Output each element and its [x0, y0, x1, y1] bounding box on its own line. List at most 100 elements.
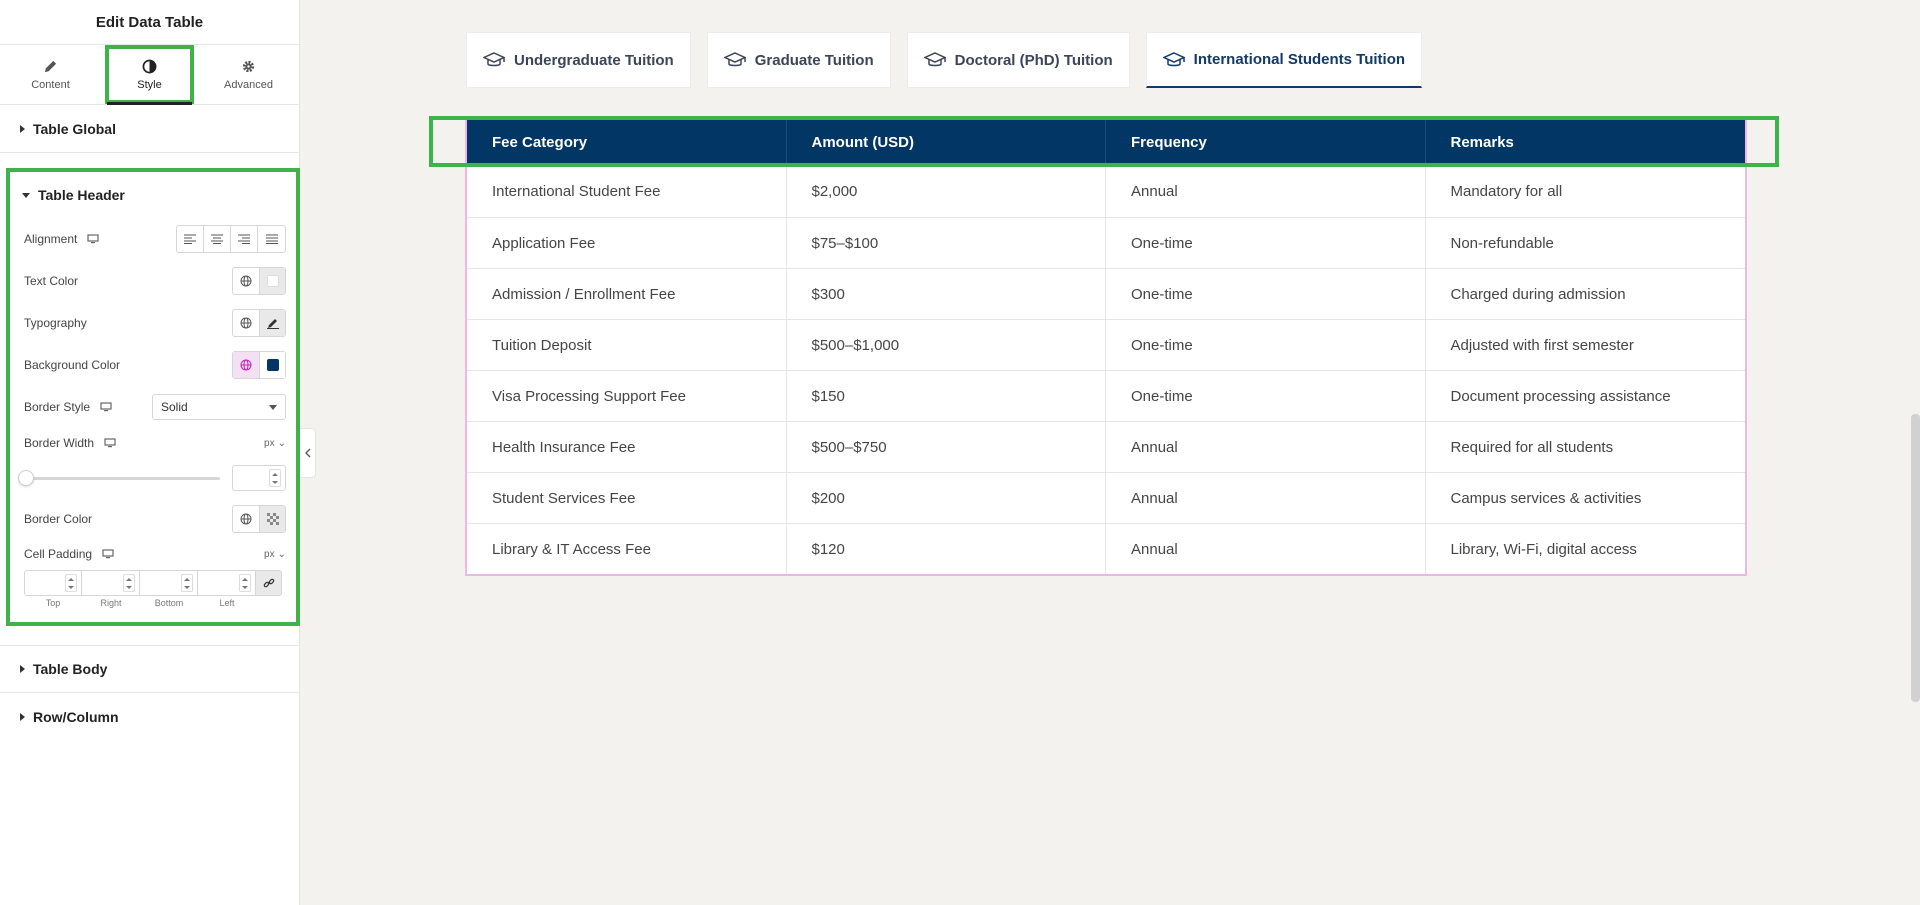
table-cell[interactable]: $500–$1,000	[787, 320, 1106, 370]
section-table-header[interactable]: Table Header	[10, 172, 296, 218]
table-cell[interactable]: $2,000	[787, 166, 1106, 217]
column-header[interactable]: Remarks	[1450, 133, 1514, 151]
table-cell[interactable]: Health Insurance Fee	[467, 422, 787, 472]
cell-padding-control: Cell Padding px ⌄	[10, 540, 296, 568]
align-justify-button[interactable]	[258, 226, 285, 252]
data-table[interactable]: Fee Category Amount (USD) Frequency Rema…	[465, 118, 1747, 576]
table-cell[interactable]: Visa Processing Support Fee	[467, 371, 787, 421]
table-row[interactable]: Application Fee $75–$100 One-time Non-refun…	[467, 217, 1745, 268]
column-header[interactable]: Amount (USD)	[787, 118, 1106, 166]
table-header-row[interactable]: Fee Category Amount (USD) Frequency Rema…	[467, 118, 1745, 166]
spinner-icon[interactable]	[239, 574, 251, 592]
border-color-picker[interactable]	[259, 506, 285, 532]
table-row[interactable]: Health Insurance Fee $500–$750 Annual Requi…	[467, 421, 1745, 472]
section-row-column[interactable]: Row/Column	[0, 693, 300, 741]
spinner-icon[interactable]	[65, 574, 77, 592]
table-cell[interactable]: $120	[787, 524, 1106, 574]
border-width-slider[interactable]	[18, 469, 220, 486]
table-cell[interactable]: One-time	[1106, 218, 1426, 268]
column-header[interactable]: Frequency	[1106, 118, 1426, 166]
section-table-body[interactable]: Table Body	[0, 645, 300, 693]
table-cell[interactable]: Tuition Deposit	[467, 320, 787, 370]
page-scrollbar[interactable]	[1911, 414, 1920, 702]
table-row[interactable]: Tuition Deposit $500–$1,000 One-time Adjust…	[467, 319, 1745, 370]
table-cell[interactable]: Student Services Fee	[467, 473, 787, 523]
table-cell[interactable]: International Student Fee	[467, 166, 787, 217]
table-cell[interactable]: Mandatory for all	[1450, 183, 1563, 200]
table-row[interactable]: Visa Processing Support Fee $150 One-time D…	[467, 370, 1745, 421]
table-cell[interactable]: Document processing assistance	[1450, 387, 1671, 405]
tab-style[interactable]: Style	[105, 45, 194, 105]
spinner-icon[interactable]	[181, 574, 193, 592]
transparent-pattern-icon	[266, 513, 279, 525]
table-cell[interactable]: Library & IT Access Fee	[467, 524, 787, 574]
cell-padding-unit-select[interactable]: px ⌄	[264, 549, 286, 560]
table-row[interactable]: Admission / Enrollment Fee $300 One-time Ch…	[467, 268, 1745, 319]
section-table-global[interactable]: Table Global	[0, 105, 299, 153]
global-bg-color-button[interactable]	[233, 352, 259, 378]
table-cell[interactable]: Campus services & activities	[1450, 489, 1642, 507]
link-icon	[263, 578, 274, 588]
text-color-picker[interactable]	[259, 268, 285, 294]
table-cell[interactable]: $150	[787, 371, 1106, 421]
table-cell[interactable]: Annual	[1106, 524, 1426, 574]
padding-left-input[interactable]	[198, 570, 256, 596]
table-cell[interactable]: Annual	[1106, 473, 1426, 523]
table-cell[interactable]: $500–$750	[787, 422, 1106, 472]
table-cell[interactable]: One-time	[1106, 320, 1426, 370]
tab-content[interactable]: Content	[6, 45, 95, 104]
tab-graduate-tuition[interactable]: Graduate Tuition	[706, 32, 891, 88]
section-table-body-label: Table Body	[33, 661, 108, 677]
padding-top-input[interactable]	[24, 570, 82, 596]
align-center-button[interactable]	[204, 226, 231, 252]
alignment-control: Alignment	[10, 218, 296, 260]
align-right-button[interactable]	[231, 226, 258, 252]
caret-down-icon	[22, 192, 30, 198]
table-cell[interactable]: One-time	[1106, 371, 1426, 421]
desktop-icon[interactable]	[100, 402, 112, 412]
table-cell[interactable]: $75–$100	[787, 218, 1106, 268]
tab-undergraduate-tuition[interactable]: Undergraduate Tuition	[466, 32, 691, 88]
typography-edit-button[interactable]	[259, 310, 285, 336]
desktop-icon[interactable]	[87, 234, 99, 244]
table-row[interactable]: Student Services Fee $200 Annual Campus ser…	[467, 472, 1745, 523]
chevron-left-icon	[304, 448, 310, 458]
caret-right-icon	[20, 713, 25, 721]
table-cell[interactable]: $300	[787, 269, 1106, 319]
table-cell[interactable]: Application Fee	[467, 218, 787, 268]
table-cell[interactable]: Non-refundable	[1450, 234, 1554, 252]
border-width-unit-select[interactable]: px ⌄	[264, 438, 286, 449]
link-values-button[interactable]	[256, 570, 282, 596]
table-cell[interactable]: Annual	[1106, 166, 1426, 217]
table-cell[interactable]: Annual	[1106, 422, 1426, 472]
global-color-button[interactable]	[233, 268, 259, 294]
tab-doctoral-tuition[interactable]: Doctoral (PhD) Tuition	[906, 32, 1130, 88]
padding-right-input[interactable]	[82, 570, 140, 596]
spinner-icon[interactable]	[269, 469, 281, 487]
tab-international-students-tuition[interactable]: International Students Tuition	[1145, 32, 1423, 88]
global-typography-button[interactable]	[233, 310, 259, 336]
table-cell[interactable]: Charged during admission	[1450, 285, 1626, 303]
border-width-input[interactable]	[232, 465, 286, 491]
slider-handle[interactable]	[18, 469, 34, 486]
bg-color-picker[interactable]	[259, 352, 285, 378]
table-row[interactable]: Library & IT Access Fee $120 Annual Library…	[467, 523, 1745, 574]
table-row[interactable]: International Student Fee $2,000 Annual Man…	[467, 166, 1745, 217]
border-style-select[interactable]: Solid	[152, 394, 286, 420]
table-cell[interactable]: Admission / Enrollment Fee	[467, 269, 787, 319]
padding-bottom-input[interactable]	[140, 570, 198, 596]
table-cell[interactable]: Library, Wi-Fi, digital access	[1450, 540, 1637, 558]
padding-labels: Top Right Bottom Left	[10, 598, 296, 608]
column-header[interactable]: Fee Category	[467, 118, 787, 166]
table-cell[interactable]: One-time	[1106, 269, 1426, 319]
table-cell[interactable]: Required for all students	[1450, 438, 1614, 456]
table-cell[interactable]: Adjusted with first semester	[1450, 336, 1634, 354]
spinner-icon[interactable]	[123, 574, 135, 592]
table-cell[interactable]: $200	[787, 473, 1106, 523]
desktop-icon[interactable]	[104, 438, 116, 448]
desktop-icon[interactable]	[102, 549, 114, 559]
align-left-button[interactable]	[177, 226, 204, 252]
collapse-panel-button[interactable]	[300, 428, 316, 478]
tab-advanced[interactable]: Advanced	[204, 45, 293, 104]
global-border-color-button[interactable]	[233, 506, 259, 532]
